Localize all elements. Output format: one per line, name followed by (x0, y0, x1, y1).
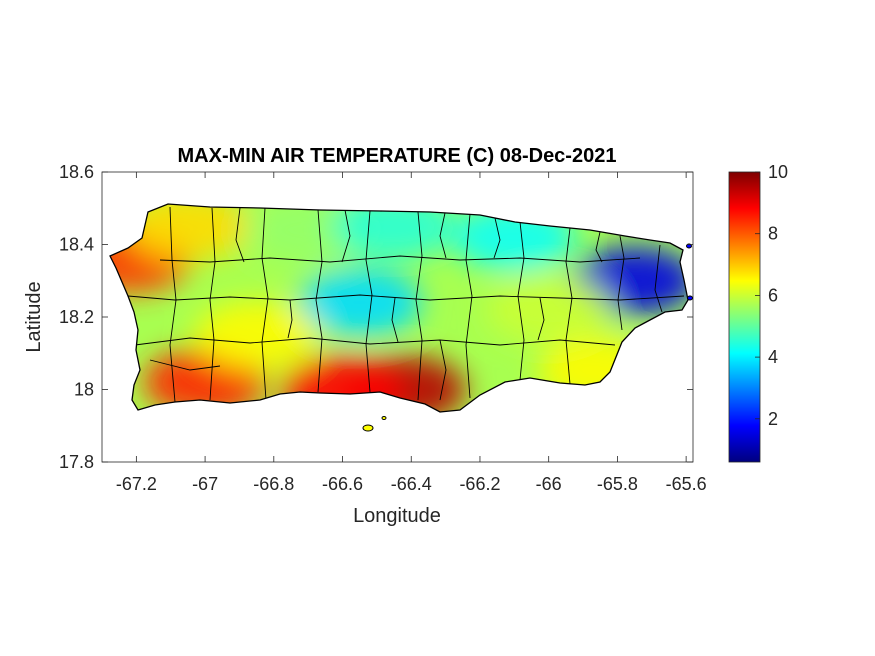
heat-region-6 (297, 268, 422, 337)
colorbar-tick-label: 10 (768, 162, 788, 182)
colorbar-tick-label: 6 (768, 285, 778, 305)
x-tick-label: -65.8 (597, 474, 638, 494)
y-tick-label: 17.8 (59, 452, 94, 472)
colorbar-tick-label: 8 (768, 224, 778, 244)
colorbar-tick-label: 4 (768, 347, 778, 367)
x-axis-ticks: -67.2 -67 -66.8 -66.6 -66.4 -66.2 -66 -65.8 -65.… (116, 172, 707, 494)
municipality-boundaries (127, 206, 685, 403)
heat-region-12 (194, 301, 319, 370)
islet-caja-de-muertos (362, 424, 374, 432)
colorbar-ticks: 2 4 6 8 10 (755, 162, 788, 429)
y-tick-label: 18.6 (59, 162, 94, 182)
islet-east (686, 243, 692, 249)
x-tick-label: -66.8 (253, 474, 294, 494)
heat-region-7 (486, 275, 611, 344)
x-axis-label: Longitude (353, 505, 441, 527)
x-tick-label: -67.2 (116, 474, 157, 494)
islet-south (381, 416, 387, 420)
x-tick-label: -66.2 (459, 474, 500, 494)
x-tick-label: -66 (536, 474, 562, 494)
colorbar-tick-label: 2 (768, 409, 778, 429)
x-tick-label: -67 (192, 474, 218, 494)
x-tick-label: -66.6 (322, 474, 363, 494)
y-axis-label: Latitude (23, 281, 45, 352)
y-tick-label: 18.2 (59, 307, 94, 327)
x-tick-label: -66.4 (391, 474, 432, 494)
small-islands (362, 243, 693, 432)
chart-title: MAX-MIN AIR TEMPERATURE (C) 08-Dec-2021 (178, 145, 617, 167)
y-axis-ticks: 17.8 18 18.2 18.4 18.6 (59, 162, 693, 472)
y-tick-label: 18.4 (59, 235, 94, 255)
heat-region-1 (125, 204, 250, 261)
y-tick-label: 18 (74, 380, 94, 400)
islet-east-2 (687, 295, 693, 301)
colorbar (728, 171, 761, 463)
x-tick-label: -65.6 (666, 474, 707, 494)
